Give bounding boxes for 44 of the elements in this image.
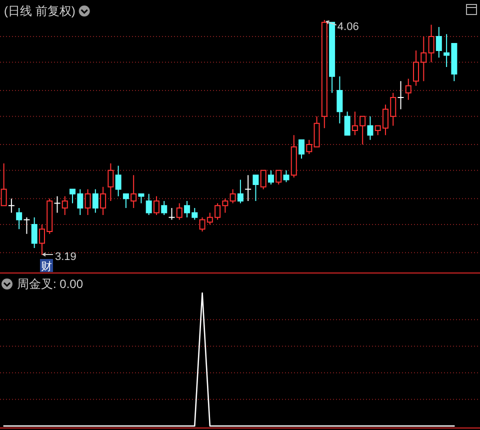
candlestick <box>92 188 98 214</box>
annotation: 4.06 <box>337 21 359 33</box>
candlestick <box>62 196 68 216</box>
candlestick <box>290 134 297 178</box>
candlestick <box>428 24 434 63</box>
candlestick <box>436 26 442 58</box>
candlestick <box>344 111 350 136</box>
candlestick <box>367 116 374 140</box>
candlestick <box>252 174 259 202</box>
candlestick <box>306 139 312 154</box>
candlestick <box>176 202 182 220</box>
candlestick <box>31 216 38 248</box>
candlestick <box>54 196 61 214</box>
annotation: 3.19 <box>54 251 76 263</box>
candlestick <box>108 162 114 202</box>
candlestick <box>314 116 320 148</box>
candlestick <box>283 170 290 183</box>
report-marker: 财 <box>40 259 53 273</box>
candlestick <box>0 162 7 206</box>
candlestick <box>237 179 244 204</box>
candlestick <box>122 193 129 208</box>
candlestick <box>397 80 404 110</box>
candlestick <box>130 174 137 208</box>
candlestick <box>298 139 305 160</box>
candlestick <box>138 193 144 204</box>
candlestick <box>268 170 274 185</box>
candlestick <box>84 188 91 216</box>
candlestick <box>405 78 412 100</box>
chart-title: 周金叉: 0.00 <box>17 277 84 291</box>
candlestick <box>8 198 15 214</box>
candlestick <box>153 196 160 216</box>
candlestick <box>260 170 266 190</box>
candlestick <box>168 208 176 220</box>
candlestick <box>161 200 168 216</box>
candlestick <box>16 208 22 230</box>
candlestick <box>100 186 106 216</box>
candlestick <box>230 188 236 204</box>
candlestick <box>23 216 30 234</box>
candlestick <box>336 76 343 124</box>
candlestick <box>276 170 282 185</box>
candlestick <box>244 174 252 202</box>
chart-title: (日线 前复权) <box>4 4 76 18</box>
candlestick <box>115 165 122 197</box>
candlestick <box>146 193 152 216</box>
